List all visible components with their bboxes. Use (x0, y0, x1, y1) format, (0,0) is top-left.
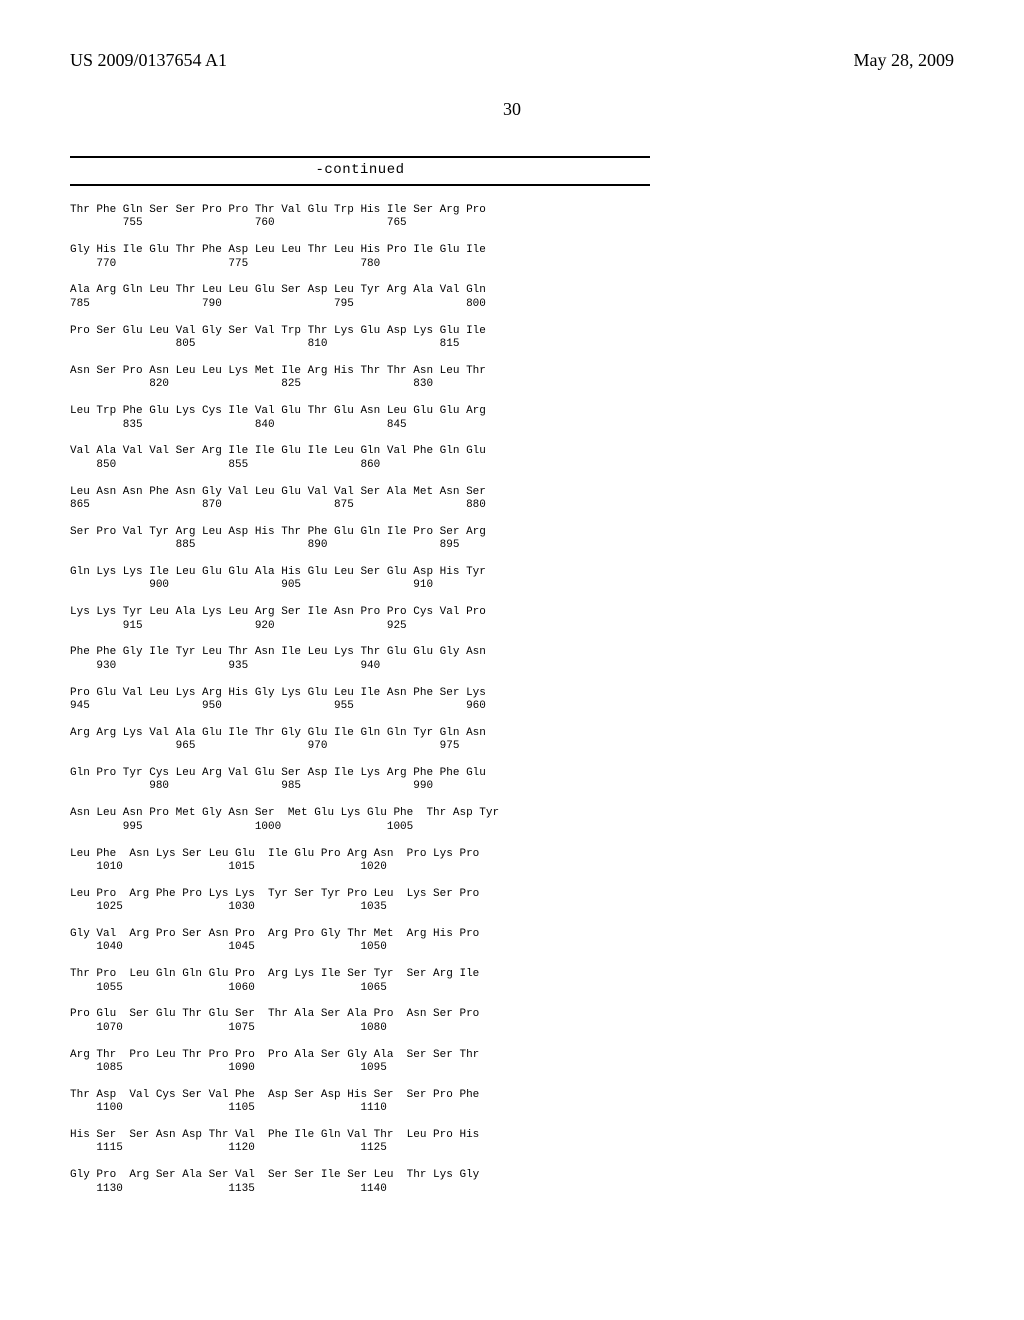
sequence-listing: Thr Phe Gln Ser Ser Pro Pro Thr Val Glu … (70, 204, 954, 1196)
continued-bar: -continued (70, 156, 650, 186)
pub-number: US 2009/0137654 A1 (70, 50, 227, 71)
page: US 2009/0137654 A1 May 28, 2009 30 -cont… (0, 0, 1024, 1320)
continued-label: -continued (315, 162, 404, 178)
pub-date: May 28, 2009 (854, 50, 955, 71)
page-number: 30 (70, 99, 954, 120)
page-header: US 2009/0137654 A1 May 28, 2009 (70, 50, 954, 71)
